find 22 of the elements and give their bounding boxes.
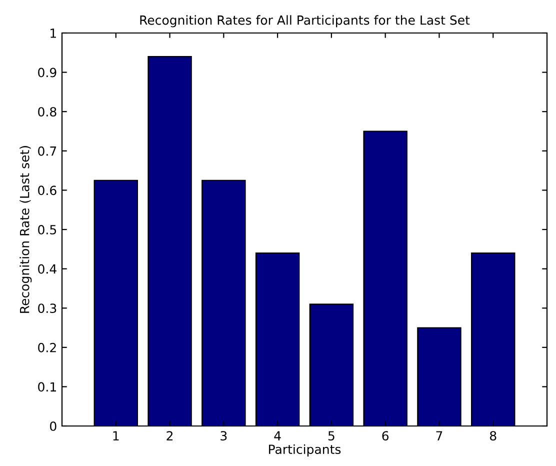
x-tick-label: 5 [328, 431, 334, 441]
chart-title: Recognition Rates for All Participants for the Last Set [140, 15, 470, 28]
y-tick-label: 0.2 [38, 342, 56, 352]
y-tick-label: 1 [50, 28, 56, 38]
y-tick-label: 0.3 [38, 304, 56, 314]
x-tick-label: 4 [274, 431, 281, 440]
y-tick-label: 0.9 [38, 68, 56, 78]
x-tick-label: 8 [490, 431, 496, 441]
x-tick-label: 3 [220, 431, 227, 441]
y-tick-label: 0.6 [38, 186, 56, 196]
y-tick-label: 0.8 [38, 107, 56, 117]
y-tick-label: 0.5 [38, 224, 56, 234]
y-axis-title: Recognition Rate (Last set) [20, 146, 32, 313]
y-tick-label: 0.1 [38, 382, 56, 392]
x-tick-label: 6 [382, 431, 389, 441]
x-tick-label: 1 [113, 431, 119, 440]
x-tick-label: 7 [436, 431, 442, 440]
y-tick-label: 0 [50, 421, 56, 431]
x-axis-title: Participants [269, 444, 341, 456]
y-tick-label: 0.7 [38, 146, 56, 156]
y-tick-label: 0.4 [38, 264, 56, 274]
x-tick-label: 2 [166, 431, 172, 440]
